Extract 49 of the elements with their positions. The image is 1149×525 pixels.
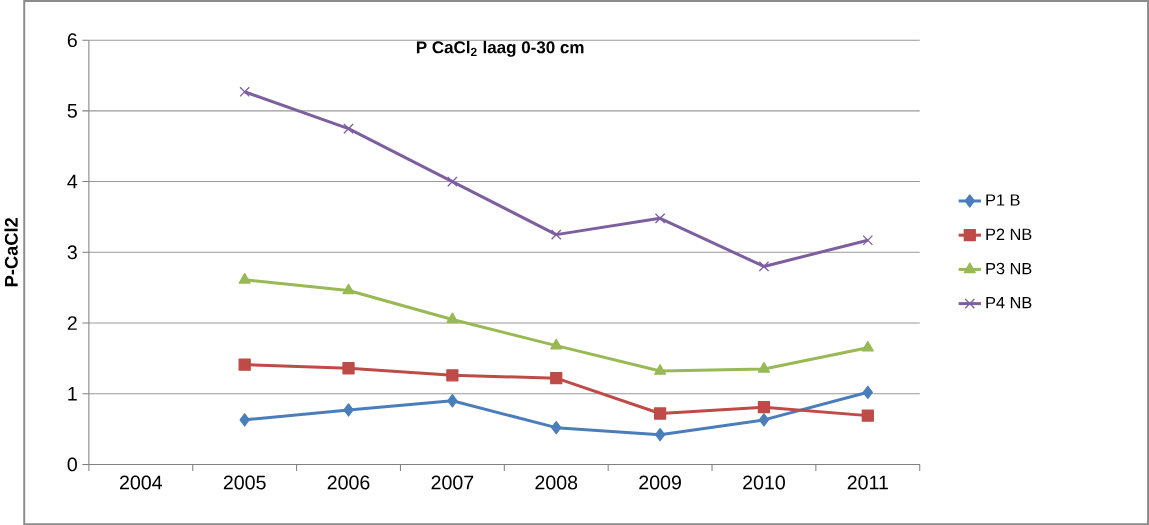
point [551,420,562,435]
y-tick-label: 0 [67,457,77,472]
x-tick-label: 2008 [535,475,578,490]
point [447,176,458,187]
point [343,123,354,134]
y-axis-title: P-CaCl2 [4,217,18,287]
legend-label: P3 NB [986,262,1032,275]
point [653,407,667,420]
point [757,400,771,414]
x-tick-label: 2004 [120,475,163,490]
x-tick-label: 2009 [639,475,681,490]
point [758,413,770,427]
x-tick-label: 2011 [847,475,888,490]
point [861,409,874,422]
y-tick-label: 5 [67,103,77,118]
point [654,427,666,442]
point [239,86,250,97]
legend-label: P4 NB [986,296,1032,309]
y-tick-label: 4 [67,174,78,189]
x-tick-label: 2005 [223,475,266,490]
point [446,312,459,324]
y-tick-label: 6 [67,33,77,48]
point [550,371,563,385]
point [550,229,562,240]
point [238,358,251,371]
chart-title: P CaCl$_{2}$ laag 0-30 cm [416,40,584,57]
point [758,261,770,272]
y-tick-label: 1 [68,386,77,401]
point [446,369,459,382]
legend-label: P1 B [986,194,1020,206]
point [862,385,873,399]
x-tick-label: 2010 [743,475,785,490]
point [343,403,354,417]
point [550,338,563,350]
point [342,283,355,295]
point [238,272,251,284]
point [861,340,874,352]
y-tick-label: 3 [67,245,77,260]
x-tick-label: 2006 [327,475,370,490]
y-tick-label: 2 [67,316,77,330]
point [654,364,667,375]
point [862,234,874,246]
point [654,213,666,224]
point [447,394,458,408]
point [342,362,355,375]
legend-label: P2 NB [986,228,1032,240]
x-tick-label: 2007 [431,475,474,490]
point [757,361,771,373]
point [239,413,250,427]
